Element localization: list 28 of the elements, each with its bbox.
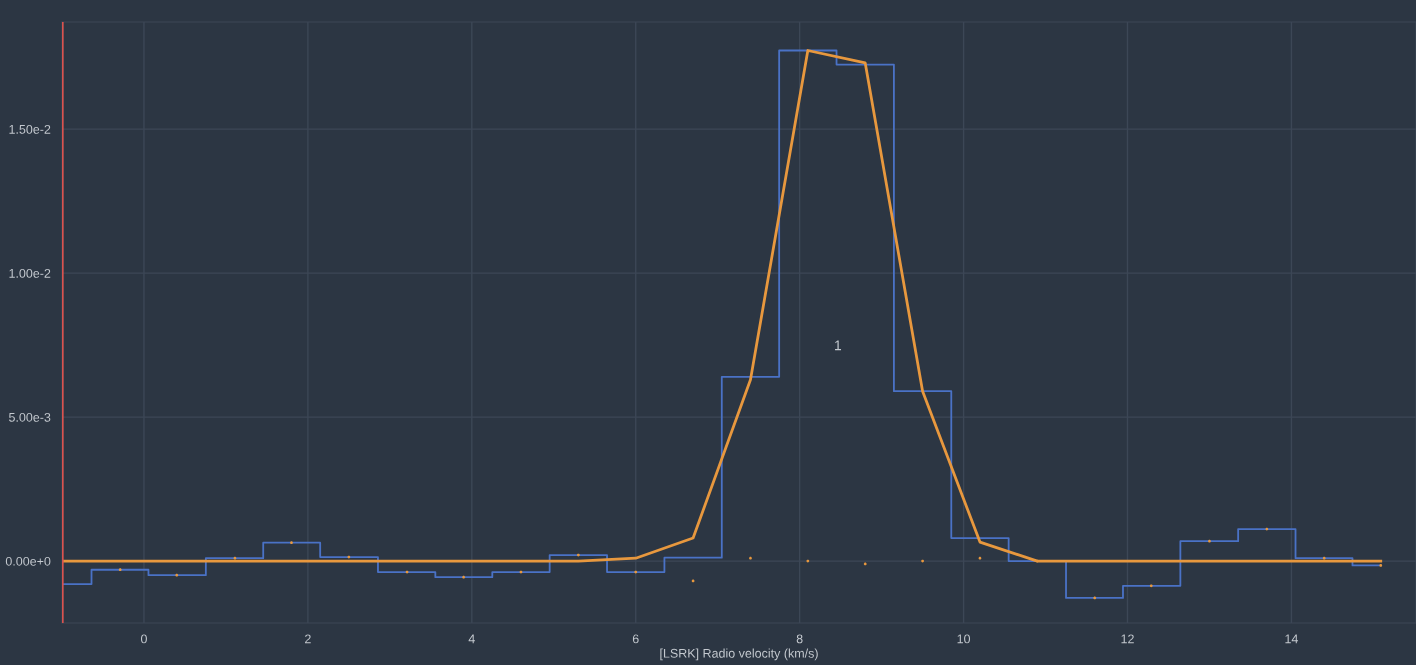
point bbox=[1035, 559, 1039, 563]
y-tick-label: 1.50e-2 bbox=[9, 124, 51, 134]
point bbox=[921, 559, 924, 563]
annotation: 1 bbox=[835, 340, 842, 351]
point bbox=[749, 556, 752, 560]
x-axis-title: [LSRK] Radio velocity (km/s) bbox=[660, 648, 818, 661]
x-tick-label: 8 bbox=[796, 634, 803, 644]
y-tick-label: 5.00e-3 bbox=[9, 412, 51, 422]
y-tick-label: 1.00e-2 bbox=[9, 268, 51, 278]
x-tick-label: 10 bbox=[957, 634, 971, 644]
x-tick-label: 6 bbox=[632, 634, 639, 644]
point bbox=[634, 570, 638, 574]
point bbox=[1208, 539, 1211, 543]
point bbox=[462, 575, 465, 579]
y-tick-label: 0.00e+0 bbox=[5, 556, 51, 566]
x-tick-label: 2 bbox=[305, 634, 311, 644]
x-tick-label: 12 bbox=[1121, 634, 1134, 644]
point bbox=[118, 568, 122, 572]
point bbox=[576, 553, 580, 557]
point bbox=[1093, 596, 1097, 600]
point bbox=[1379, 564, 1383, 567]
x-tick-label: 14 bbox=[1285, 634, 1299, 644]
point bbox=[290, 541, 293, 545]
x-tick-label: 4 bbox=[468, 634, 475, 644]
point bbox=[1149, 584, 1153, 588]
x-tick-label: 0 bbox=[140, 634, 147, 644]
point bbox=[1322, 556, 1326, 560]
point bbox=[175, 573, 179, 577]
